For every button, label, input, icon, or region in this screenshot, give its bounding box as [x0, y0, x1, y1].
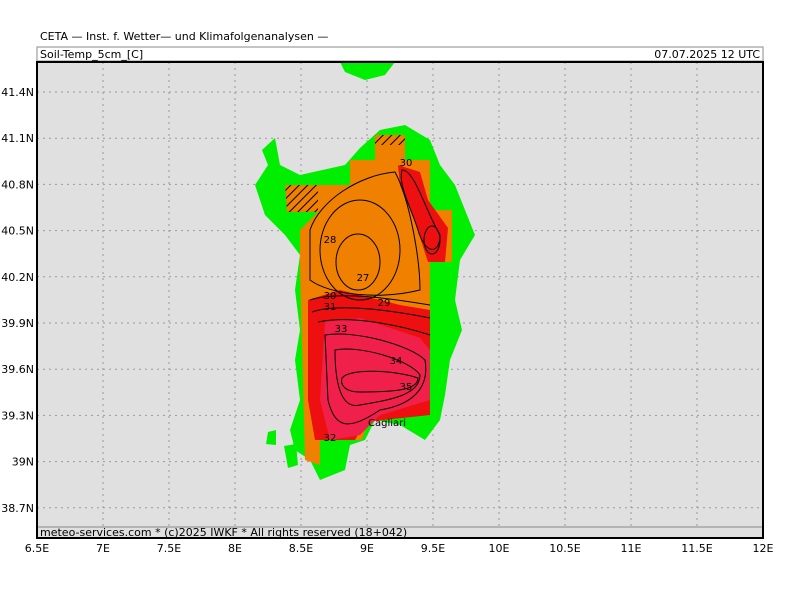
grid	[37, 62, 763, 538]
contour	[317, 319, 431, 336]
lat-label: 41.4N	[1, 86, 34, 99]
lon-label: 7E	[96, 542, 110, 555]
footer: meteo-services.com * (c)2025 IWKF * All …	[40, 526, 407, 539]
contours	[309, 169, 441, 425]
lon-label: 12E	[753, 542, 774, 555]
lat-label: 40.2N	[1, 271, 34, 284]
contour-label: 33	[335, 324, 348, 335]
contour-label: 35	[400, 382, 413, 393]
contour-label: 29	[378, 298, 391, 309]
contour-label: 30	[400, 158, 413, 169]
lon-label: 6.5E	[25, 542, 49, 555]
contour	[311, 307, 431, 319]
contour	[341, 370, 419, 393]
lat-label: 39.3N	[1, 409, 34, 422]
contour-label: 30	[324, 291, 337, 302]
contour	[324, 333, 427, 425]
lon-label: 11E	[621, 542, 642, 555]
lat-label: 39.9N	[1, 317, 34, 330]
contour	[309, 171, 421, 296]
parameter: Soil-Temp_5cm_[C]	[40, 48, 143, 61]
header-title: CETA — Inst. f. Wetter— und Klimafolgena…	[40, 30, 328, 43]
lon-label: 9E	[360, 542, 374, 555]
contour	[423, 225, 441, 255]
corsica	[340, 62, 395, 80]
lat-label: 38.7N	[1, 502, 34, 515]
lat-label: 40.8N	[1, 178, 34, 191]
red-area	[398, 165, 448, 262]
lon-label: 11.5E	[681, 542, 712, 555]
place-label: Cagliari	[368, 418, 406, 429]
contour	[400, 169, 441, 250]
lat-label: 39.6N	[1, 363, 34, 376]
contour	[309, 295, 431, 306]
hatched-cell	[285, 185, 318, 212]
contour-label: 27	[357, 273, 370, 284]
contour-label: 28	[324, 235, 337, 246]
contour-label: 32	[324, 433, 337, 444]
contour-label: 34	[390, 356, 403, 367]
lon-label: 10E	[489, 542, 510, 555]
lon-label: 9.5E	[421, 542, 445, 555]
contour-label: 31	[324, 302, 337, 313]
island	[266, 430, 276, 445]
contour	[319, 199, 401, 301]
lat-label: 39N	[12, 456, 34, 469]
lon-label: 10.5E	[549, 542, 580, 555]
island	[284, 444, 298, 468]
lon-label: 7.5E	[157, 542, 181, 555]
contour	[335, 233, 381, 291]
valid-time: 07.07.2025 12 UTC	[654, 48, 760, 61]
lat-label: 41.1N	[1, 132, 34, 145]
lat-label: 40.5N	[1, 225, 34, 238]
lon-label: 8.5E	[289, 542, 313, 555]
lon-label: 8E	[228, 542, 242, 555]
contour	[334, 348, 421, 406]
map-frame	[36, 61, 764, 539]
